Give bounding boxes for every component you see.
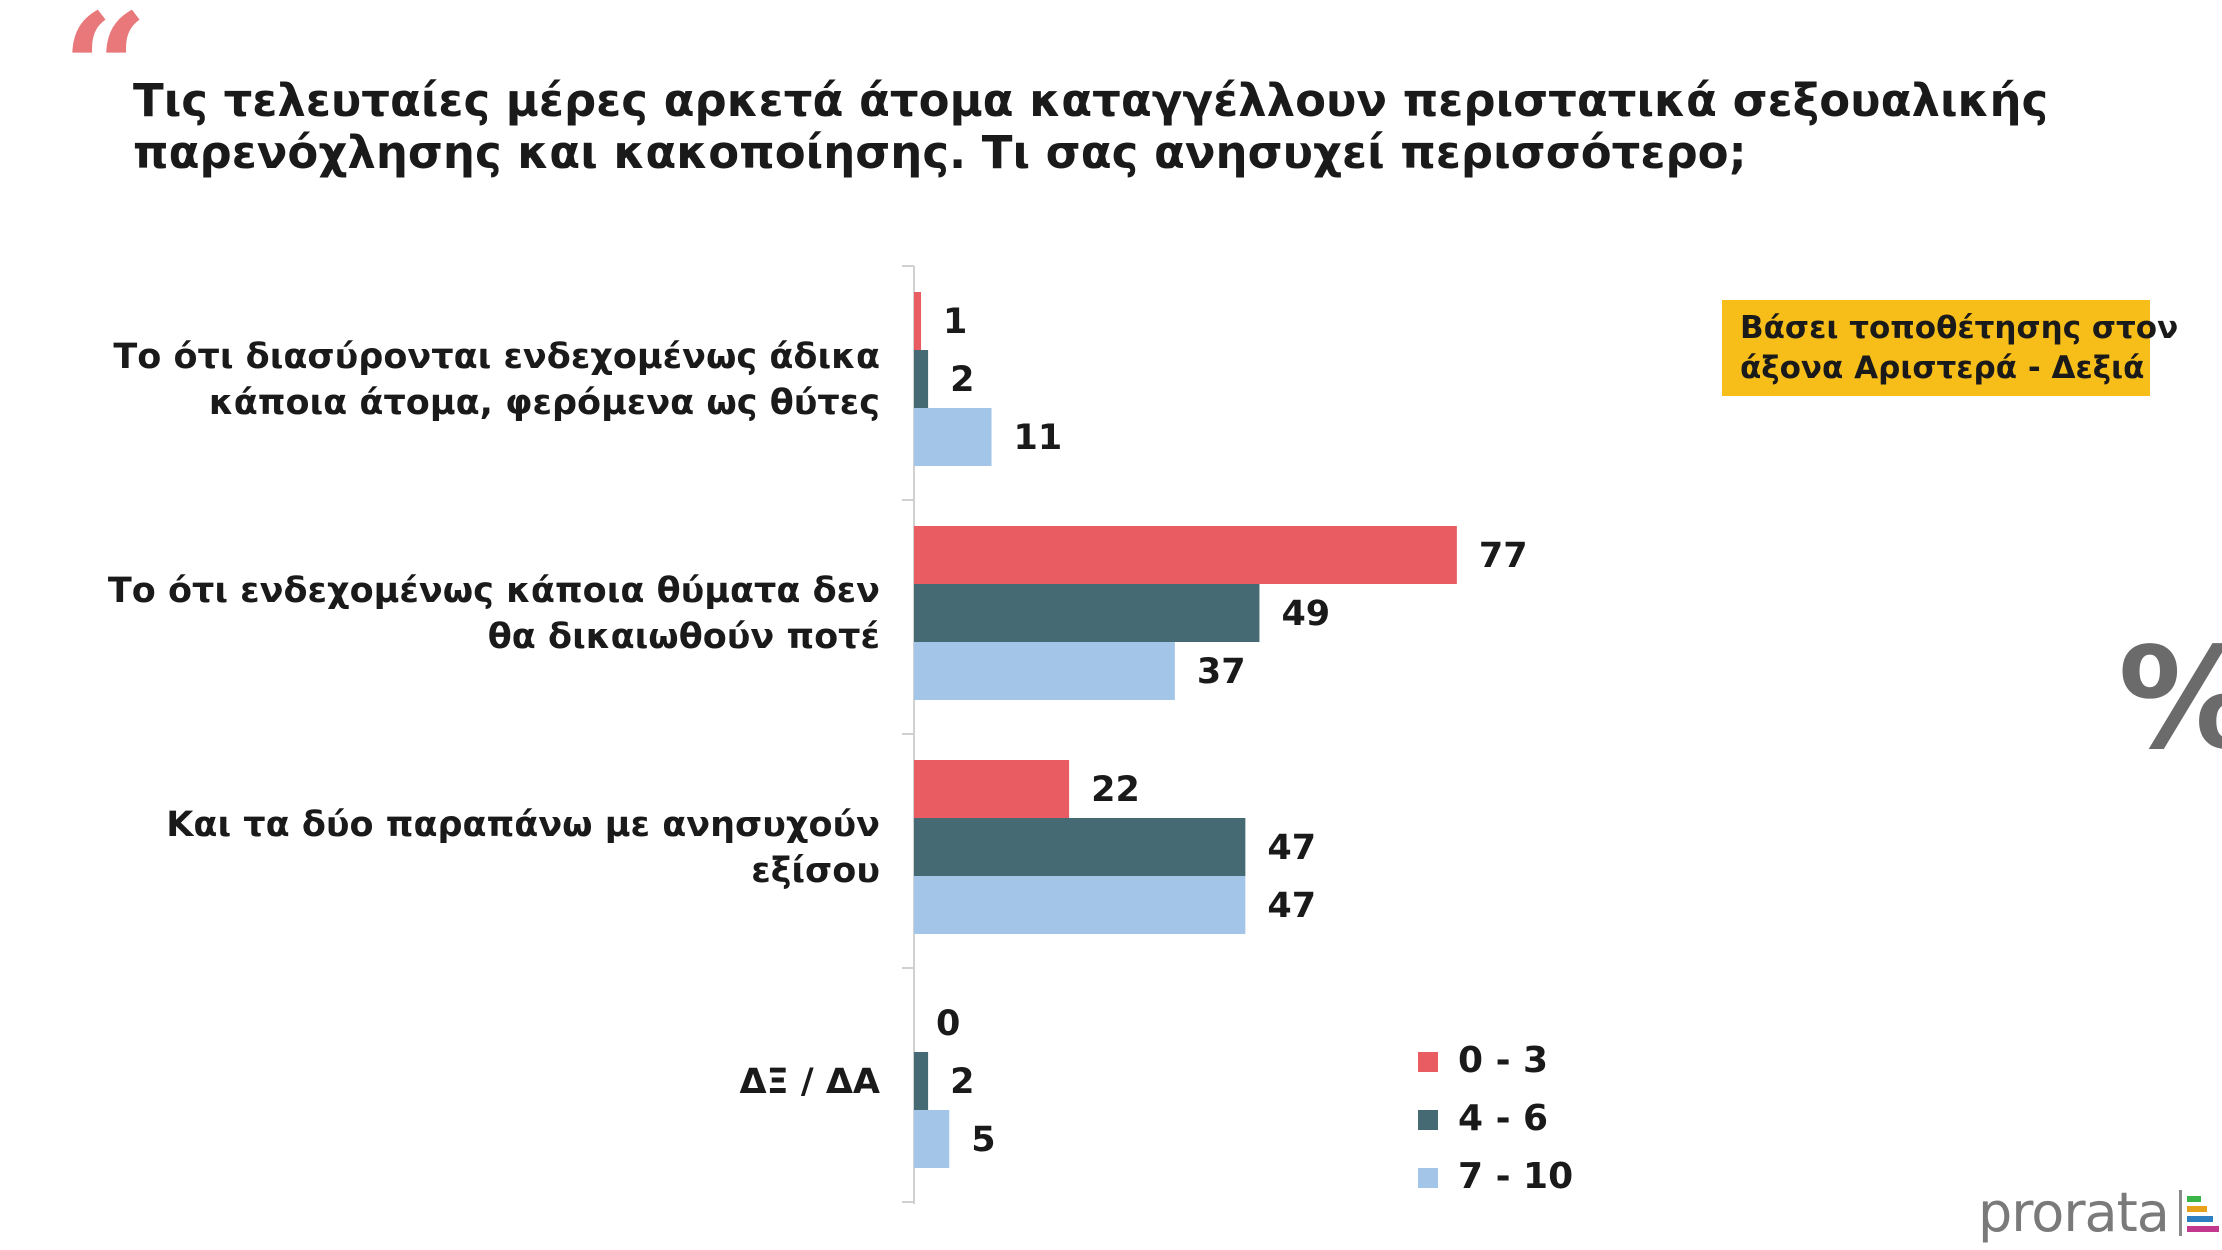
- bar: [914, 1052, 929, 1110]
- bar: [914, 876, 1246, 934]
- category-label: θα δικαιωθούν ποτέ: [488, 617, 880, 657]
- data-label: 22: [1091, 770, 1140, 810]
- data-label: 77: [1479, 536, 1528, 576]
- logo-text: prorata: [1978, 1181, 2170, 1244]
- percent-icon: %: [2118, 630, 2222, 770]
- question-title-line-2: παρενόχλησης και κακοποίησης. Τι σας ανη…: [133, 126, 1747, 179]
- quote-mark-icon: “: [62, 0, 149, 157]
- bar: [914, 584, 1260, 642]
- category-label: κάποια άτομα, φερόμενα ως θύτες: [209, 383, 880, 423]
- data-label: 0: [936, 1004, 960, 1044]
- data-label: 2: [950, 1062, 974, 1102]
- question-title: Τις τελευταίες μέρες αρκετά άτομα καταγγ…: [133, 74, 2049, 179]
- category-label: Το ότι διασύρονται ενδεχομένως άδικα: [113, 337, 880, 377]
- category-label: εξίσου: [751, 851, 880, 891]
- prorata-logo: prorata: [1978, 1183, 2219, 1243]
- breakdown-badge-line-2: άξονα Αριστερά - Δεξιά: [1740, 350, 2145, 386]
- category-label: ΔΞ / ΔΑ: [739, 1062, 880, 1102]
- legend-swatch: [1418, 1052, 1438, 1072]
- bar: [914, 818, 1246, 876]
- breakdown-badge: Βάσει τοποθέτησης στον άξονα Αριστερά - …: [1722, 300, 2179, 396]
- legend-label: 0 - 3: [1458, 1040, 1548, 1081]
- data-label: 47: [1267, 886, 1316, 926]
- bar: [914, 292, 922, 350]
- bar: [914, 408, 992, 466]
- breakdown-badge-line-1: Βάσει τοποθέτησης στον: [1740, 310, 2179, 346]
- data-label: 37: [1197, 652, 1246, 692]
- category-label: Και τα δύο παραπάνω με ανησυχούν: [166, 805, 880, 845]
- question-title-line-1: Τις τελευταίες μέρες αρκετά άτομα καταγγ…: [133, 74, 2049, 127]
- data-label: 1: [943, 302, 967, 342]
- data-label: 47: [1267, 828, 1316, 868]
- data-label: 49: [1281, 594, 1330, 634]
- data-label: 2: [950, 360, 974, 400]
- bar: [914, 642, 1175, 700]
- legend-label: 7 - 10: [1458, 1156, 1573, 1197]
- bar: [914, 350, 929, 408]
- category-label: Το ότι ενδεχομένως κάποια θύματα δεν: [108, 571, 880, 611]
- legend-label: 4 - 6: [1458, 1098, 1548, 1139]
- bar: [914, 526, 1457, 584]
- bar: [914, 1110, 950, 1168]
- legend-swatch: [1418, 1110, 1438, 1130]
- data-label: 11: [1014, 418, 1063, 458]
- data-label: 5: [971, 1120, 995, 1160]
- legend-swatch: [1418, 1168, 1438, 1188]
- logo-bars-icon: [2178, 1190, 2219, 1236]
- bar: [914, 760, 1070, 818]
